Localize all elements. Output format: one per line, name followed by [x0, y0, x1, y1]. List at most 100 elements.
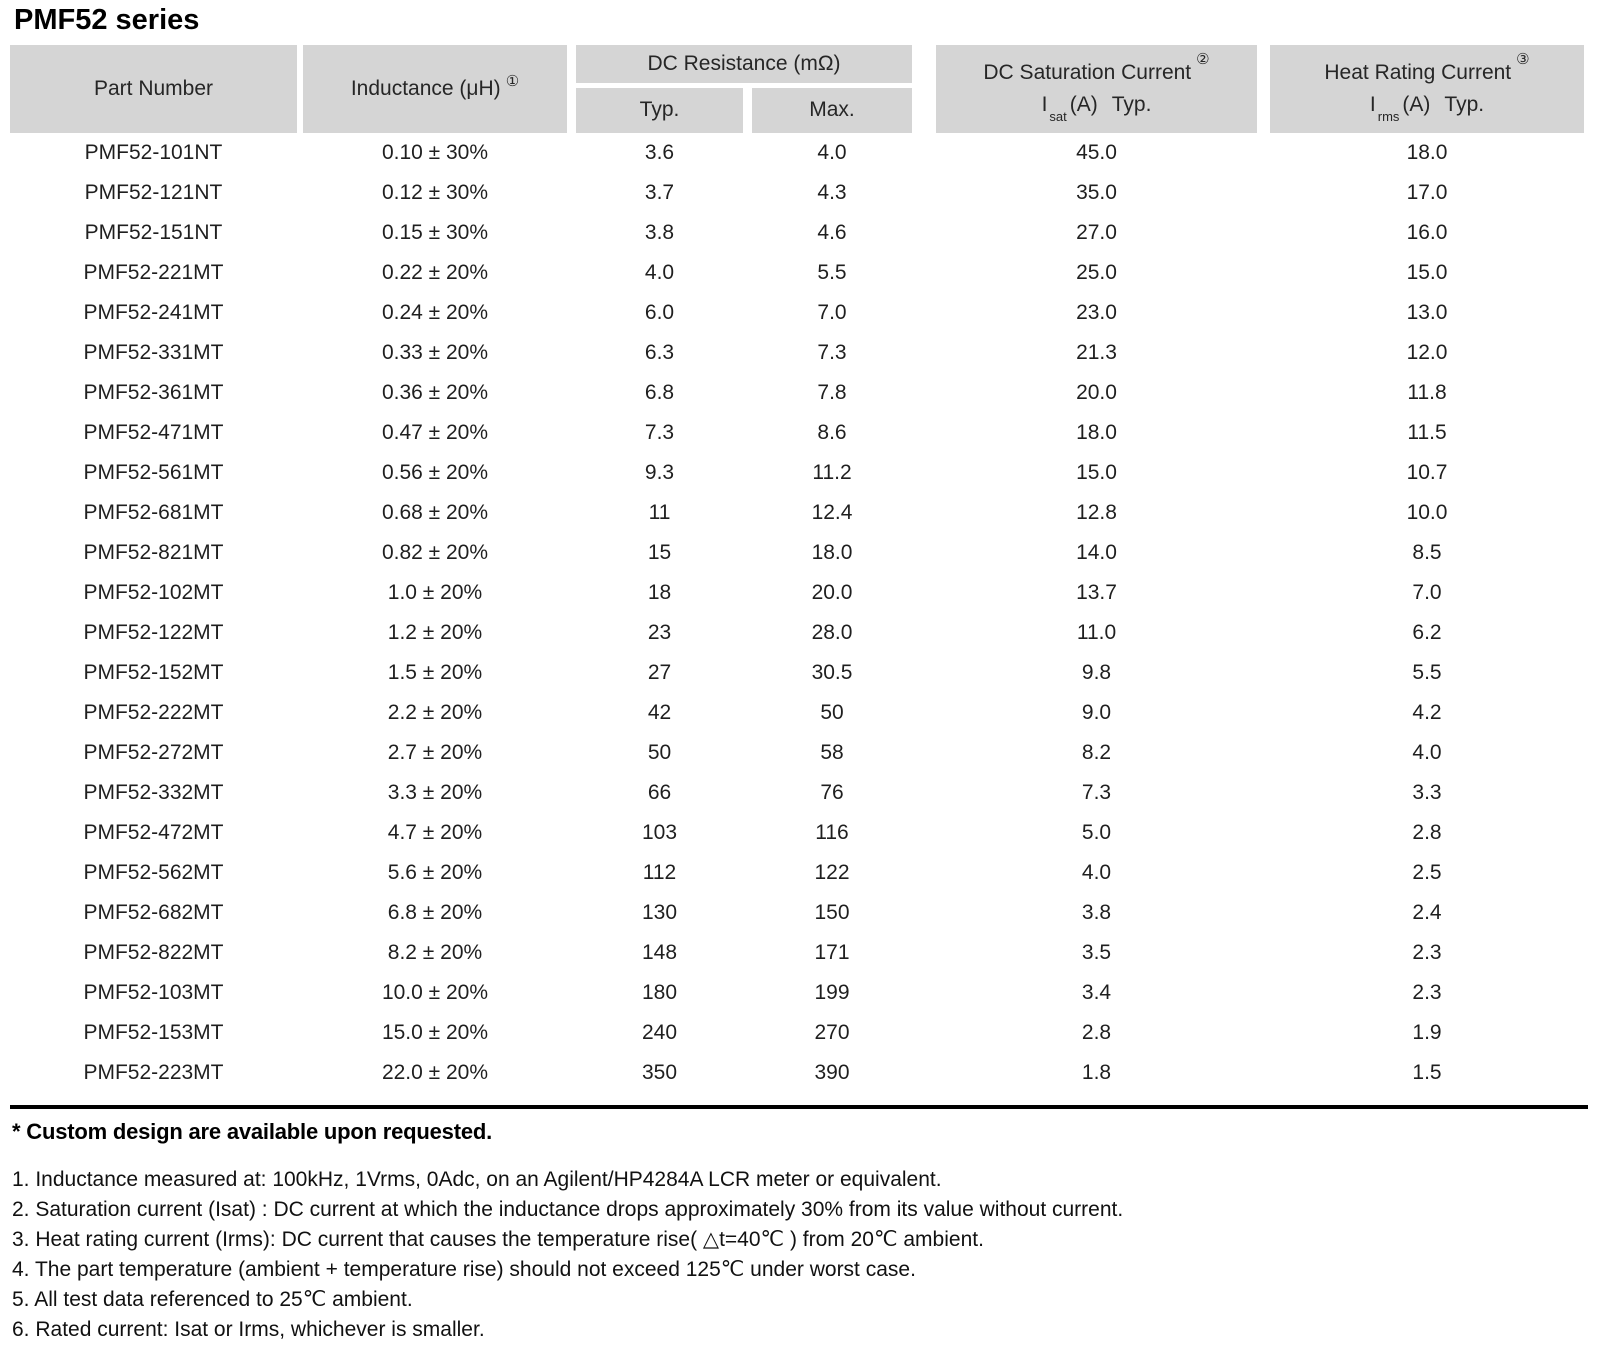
- cell-dcr-max: 28.0: [811, 621, 853, 644]
- footnote-6: 6. Rated current: Isat or Irms, whicheve…: [12, 1318, 485, 1341]
- cell-dcr-typ: 6.8: [644, 381, 675, 404]
- cell-dcr-max: 5.5: [817, 261, 847, 284]
- cell-dcr-max: 4.0: [817, 141, 847, 164]
- cell-dcr-max: 4.6: [817, 221, 847, 244]
- parts-table: Part Number Inductance (μH) ① DC Resistan…: [10, 45, 1584, 1093]
- cell-part-number: PMF52-471MT: [83, 421, 224, 444]
- saturation-unit: (A): [1069, 92, 1098, 116]
- heat-header-line1: Heat Rating Current③: [1324, 51, 1529, 85]
- cell-saturation-current: 1.8: [1081, 1061, 1112, 1084]
- cell-saturation-current: 9.0: [1081, 701, 1112, 724]
- cell-heat-rating-current: 15.0: [1406, 261, 1448, 284]
- cell-dcr-typ: 6.0: [644, 301, 675, 324]
- cell-dcr-max: 7.0: [817, 301, 847, 324]
- cell-saturation-current: 18.0: [1076, 421, 1117, 444]
- heat-header-label: Heat Rating Current: [1324, 61, 1512, 85]
- page-title: PMF52 series: [14, 4, 200, 36]
- cell-inductance: 0.36 ± 20%: [381, 381, 489, 404]
- cell-heat-rating-current: 3.3: [1412, 781, 1442, 804]
- cell-saturation-current: 14.0: [1076, 541, 1117, 564]
- saturation-header-line1: DC Saturation Current②: [983, 51, 1209, 85]
- cell-heat-rating-current: 2.3: [1412, 981, 1442, 1004]
- saturation-header-label: DC Saturation Current: [983, 61, 1192, 85]
- heat-unit: (A): [1402, 92, 1431, 116]
- cell-inductance: 1.0 ± 20%: [387, 581, 483, 604]
- cell-heat-rating-current: 12.0: [1406, 341, 1448, 364]
- cell-part-number: PMF52-472MT: [83, 821, 224, 844]
- cell-dcr-max: 390: [814, 1061, 850, 1084]
- cell-dcr-max: 76: [820, 781, 844, 804]
- cell-inductance: 0.47 ± 20%: [381, 421, 489, 444]
- cell-saturation-current: 3.8: [1081, 901, 1112, 924]
- cell-dcr-max: 270: [814, 1021, 850, 1044]
- footnote-ref-1-icon: ①: [505, 73, 520, 91]
- cell-inductance: 0.56 ± 20%: [381, 461, 489, 484]
- cell-part-number: PMF52-561MT: [83, 461, 224, 484]
- cell-heat-rating-current: 4.0: [1412, 741, 1442, 764]
- cell-dcr-max: 12.4: [811, 501, 853, 524]
- cell-dcr-typ: 130: [641, 901, 678, 924]
- cell-part-number: PMF52-361MT: [83, 381, 224, 404]
- cell-inductance: 2.7 ± 20%: [387, 741, 483, 764]
- cell-part-number: PMF52-151NT: [84, 221, 223, 244]
- cell-inductance: 0.24 ± 20%: [381, 301, 489, 324]
- cell-dcr-typ: 240: [641, 1021, 678, 1044]
- cell-part-number: PMF52-122MT: [83, 621, 224, 644]
- col-header-dcr-max: Max.: [752, 88, 912, 133]
- cell-saturation-current: 3.4: [1081, 981, 1112, 1004]
- cell-dcr-max: 20.0: [811, 581, 853, 604]
- cell-heat-rating-current: 2.3: [1412, 941, 1442, 964]
- cell-saturation-current: 5.0: [1081, 821, 1112, 844]
- cell-part-number: PMF52-222MT: [83, 701, 224, 724]
- cell-dcr-typ: 15: [647, 541, 672, 564]
- cell-inductance: 0.10 ± 30%: [381, 141, 489, 164]
- cell-heat-rating-current: 17.0: [1406, 181, 1448, 204]
- cell-dcr-typ: 4.0: [644, 261, 675, 284]
- cell-dcr-max: 18.0: [811, 541, 853, 564]
- saturation-typ-label: Typ.: [1111, 92, 1152, 116]
- col-header-saturation-current: DC Saturation Current② Isat(A) Typ.: [936, 45, 1257, 133]
- cell-saturation-current: 2.8: [1081, 1021, 1112, 1044]
- cell-dcr-max: 50: [820, 701, 844, 724]
- cell-dcr-max: 58: [820, 741, 844, 764]
- cell-part-number: PMF52-103MT: [83, 981, 224, 1004]
- cell-dcr-typ: 6.3: [644, 341, 675, 364]
- footnote-4: 4. The part temperature (ambient + tempe…: [12, 1258, 916, 1281]
- col-header-part-number: Part Number: [10, 45, 297, 133]
- cell-heat-rating-current: 2.8: [1412, 821, 1442, 844]
- cell-inductance: 0.22 ± 20%: [381, 261, 489, 284]
- footnote-ref-3-icon: ③: [1516, 51, 1530, 69]
- cell-inductance: 0.68 ± 20%: [381, 501, 489, 524]
- cell-inductance: 22.0 ± 20%: [381, 1061, 489, 1084]
- footnotes-list: 1. Inductance measured at: 100kHz, 1Vrms…: [12, 1165, 1600, 1345]
- col-header-inductance-label: Inductance (μH): [350, 76, 501, 100]
- footnote-5: 5. All test data referenced to 25℃ ambie…: [12, 1288, 413, 1311]
- footnote-ref-2-icon: ②: [1196, 51, 1210, 69]
- cell-dcr-max: 171: [814, 941, 850, 964]
- cell-inductance: 3.3 ± 20%: [387, 781, 483, 804]
- cell-heat-rating-current: 18.0: [1406, 141, 1448, 164]
- cell-part-number: PMF52-241MT: [83, 301, 224, 324]
- cell-part-number: PMF52-121NT: [84, 181, 223, 204]
- cell-dcr-typ: 350: [641, 1061, 678, 1084]
- cell-saturation-current: 15.0: [1076, 461, 1117, 484]
- cell-heat-rating-current: 8.5: [1412, 541, 1442, 564]
- cell-dcr-typ: 103: [641, 821, 678, 844]
- cell-dcr-typ: 3.8: [644, 221, 675, 244]
- cell-inductance: 0.15 ± 30%: [381, 221, 489, 244]
- cell-dcr-typ: 3.7: [644, 181, 675, 204]
- cell-inductance: 1.5 ± 20%: [387, 661, 483, 684]
- cell-part-number: PMF52-682MT: [83, 901, 224, 924]
- heat-header-line2: Irms(A) Typ.: [1370, 92, 1484, 124]
- cell-dcr-typ: 11: [648, 501, 671, 524]
- cell-heat-rating-current: 16.0: [1406, 221, 1448, 244]
- cell-inductance: 5.6 ± 20%: [387, 861, 483, 884]
- saturation-header-line2: Isat(A) Typ.: [1042, 92, 1152, 124]
- cell-dcr-typ: 42: [647, 701, 672, 724]
- cell-part-number: PMF52-822MT: [83, 941, 224, 964]
- cell-part-number: PMF52-152MT: [83, 661, 224, 684]
- cell-heat-rating-current: 5.5: [1412, 661, 1442, 684]
- cell-part-number: PMF52-153MT: [83, 1021, 224, 1044]
- cell-dcr-typ: 18: [647, 581, 672, 604]
